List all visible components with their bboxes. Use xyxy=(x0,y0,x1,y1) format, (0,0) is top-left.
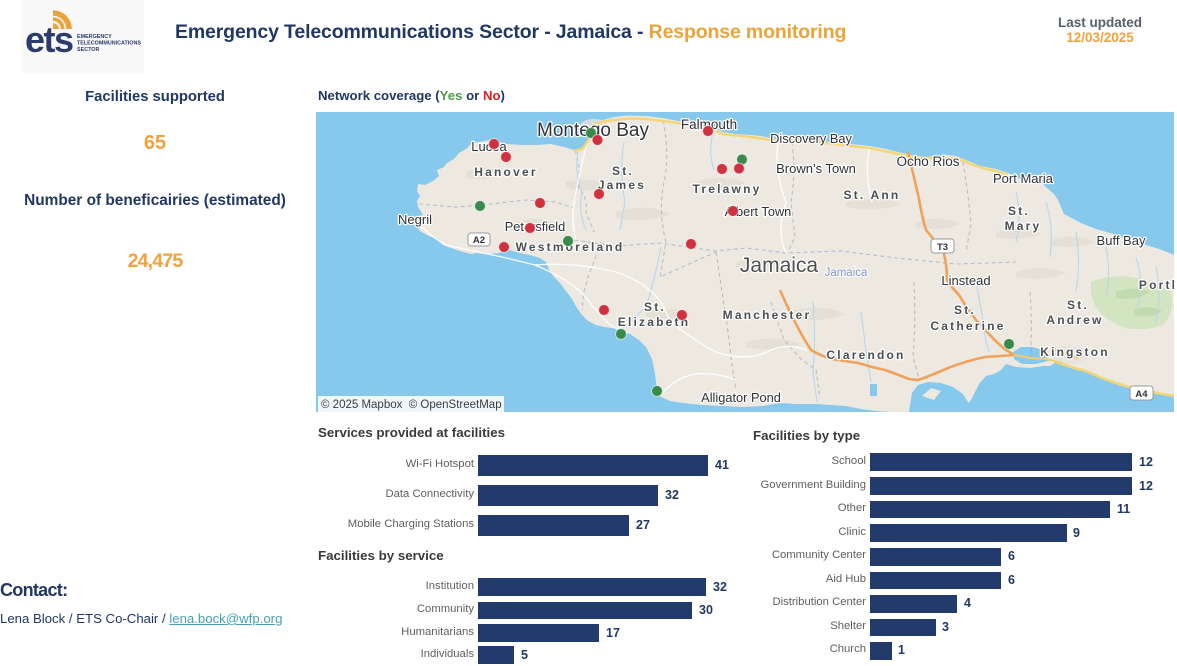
svg-text:Brown’s Town: Brown’s Town xyxy=(776,161,856,176)
svg-text:Alligator Pond: Alligator Pond xyxy=(701,390,781,405)
svg-text:A4: A4 xyxy=(1135,389,1148,400)
svg-text:Negril: Negril xyxy=(398,212,432,227)
svg-text:EMERGENCY: EMERGENCY xyxy=(77,34,112,40)
svg-text:Trelawny: Trelawny xyxy=(693,182,762,196)
svg-text:Jamaica: Jamaica xyxy=(740,254,819,277)
svg-text:ets: ets xyxy=(25,19,73,60)
svg-text:Westmoreland: Westmoreland xyxy=(516,240,625,254)
svg-text:James: James xyxy=(598,178,646,192)
svg-text:© 2025 Mapbox © OpenStreetMap: © 2025 Mapbox © OpenStreetMap xyxy=(321,399,502,411)
svg-text:Elizabeth: Elizabeth xyxy=(618,315,690,329)
svg-text:Jamaica: Jamaica xyxy=(825,267,868,279)
svg-text:St.: St. xyxy=(954,303,976,317)
svg-text:Hanover: Hanover xyxy=(474,165,537,179)
svg-text:Linstead: Linstead xyxy=(941,273,990,288)
svg-text:TELECOMMUNICATIONS: TELECOMMUNICATIONS xyxy=(77,41,141,47)
svg-text:Andrew: Andrew xyxy=(1046,313,1103,327)
svg-text:Mary: Mary xyxy=(1005,219,1042,233)
svg-text:Portland: Portland xyxy=(1139,278,1174,292)
svg-text:Discovery Bay: Discovery Bay xyxy=(770,131,852,146)
svg-text:Catherine: Catherine xyxy=(930,319,1005,333)
svg-text:St.: St. xyxy=(1008,204,1030,218)
svg-text:St.: St. xyxy=(612,164,634,178)
svg-text:Port Maria: Port Maria xyxy=(993,171,1054,186)
svg-text:Buff Bay: Buff Bay xyxy=(1097,233,1146,248)
svg-text:A2: A2 xyxy=(473,235,485,246)
svg-text:SECTOR: SECTOR xyxy=(77,47,99,53)
svg-text:Ocho Rios: Ocho Rios xyxy=(896,154,959,169)
svg-text:T3: T3 xyxy=(937,242,948,253)
svg-text:St. Ann: St. Ann xyxy=(844,188,901,202)
svg-text:St.: St. xyxy=(1067,298,1089,312)
svg-text:Manchester: Manchester xyxy=(723,308,812,322)
svg-text:Clarendon: Clarendon xyxy=(826,348,905,362)
svg-text:St.: St. xyxy=(644,300,666,314)
svg-text:Kingston: Kingston xyxy=(1040,345,1110,359)
svg-text:Albert Town: Albert Town xyxy=(725,204,792,219)
svg-text:Falmouth: Falmouth xyxy=(681,117,737,132)
